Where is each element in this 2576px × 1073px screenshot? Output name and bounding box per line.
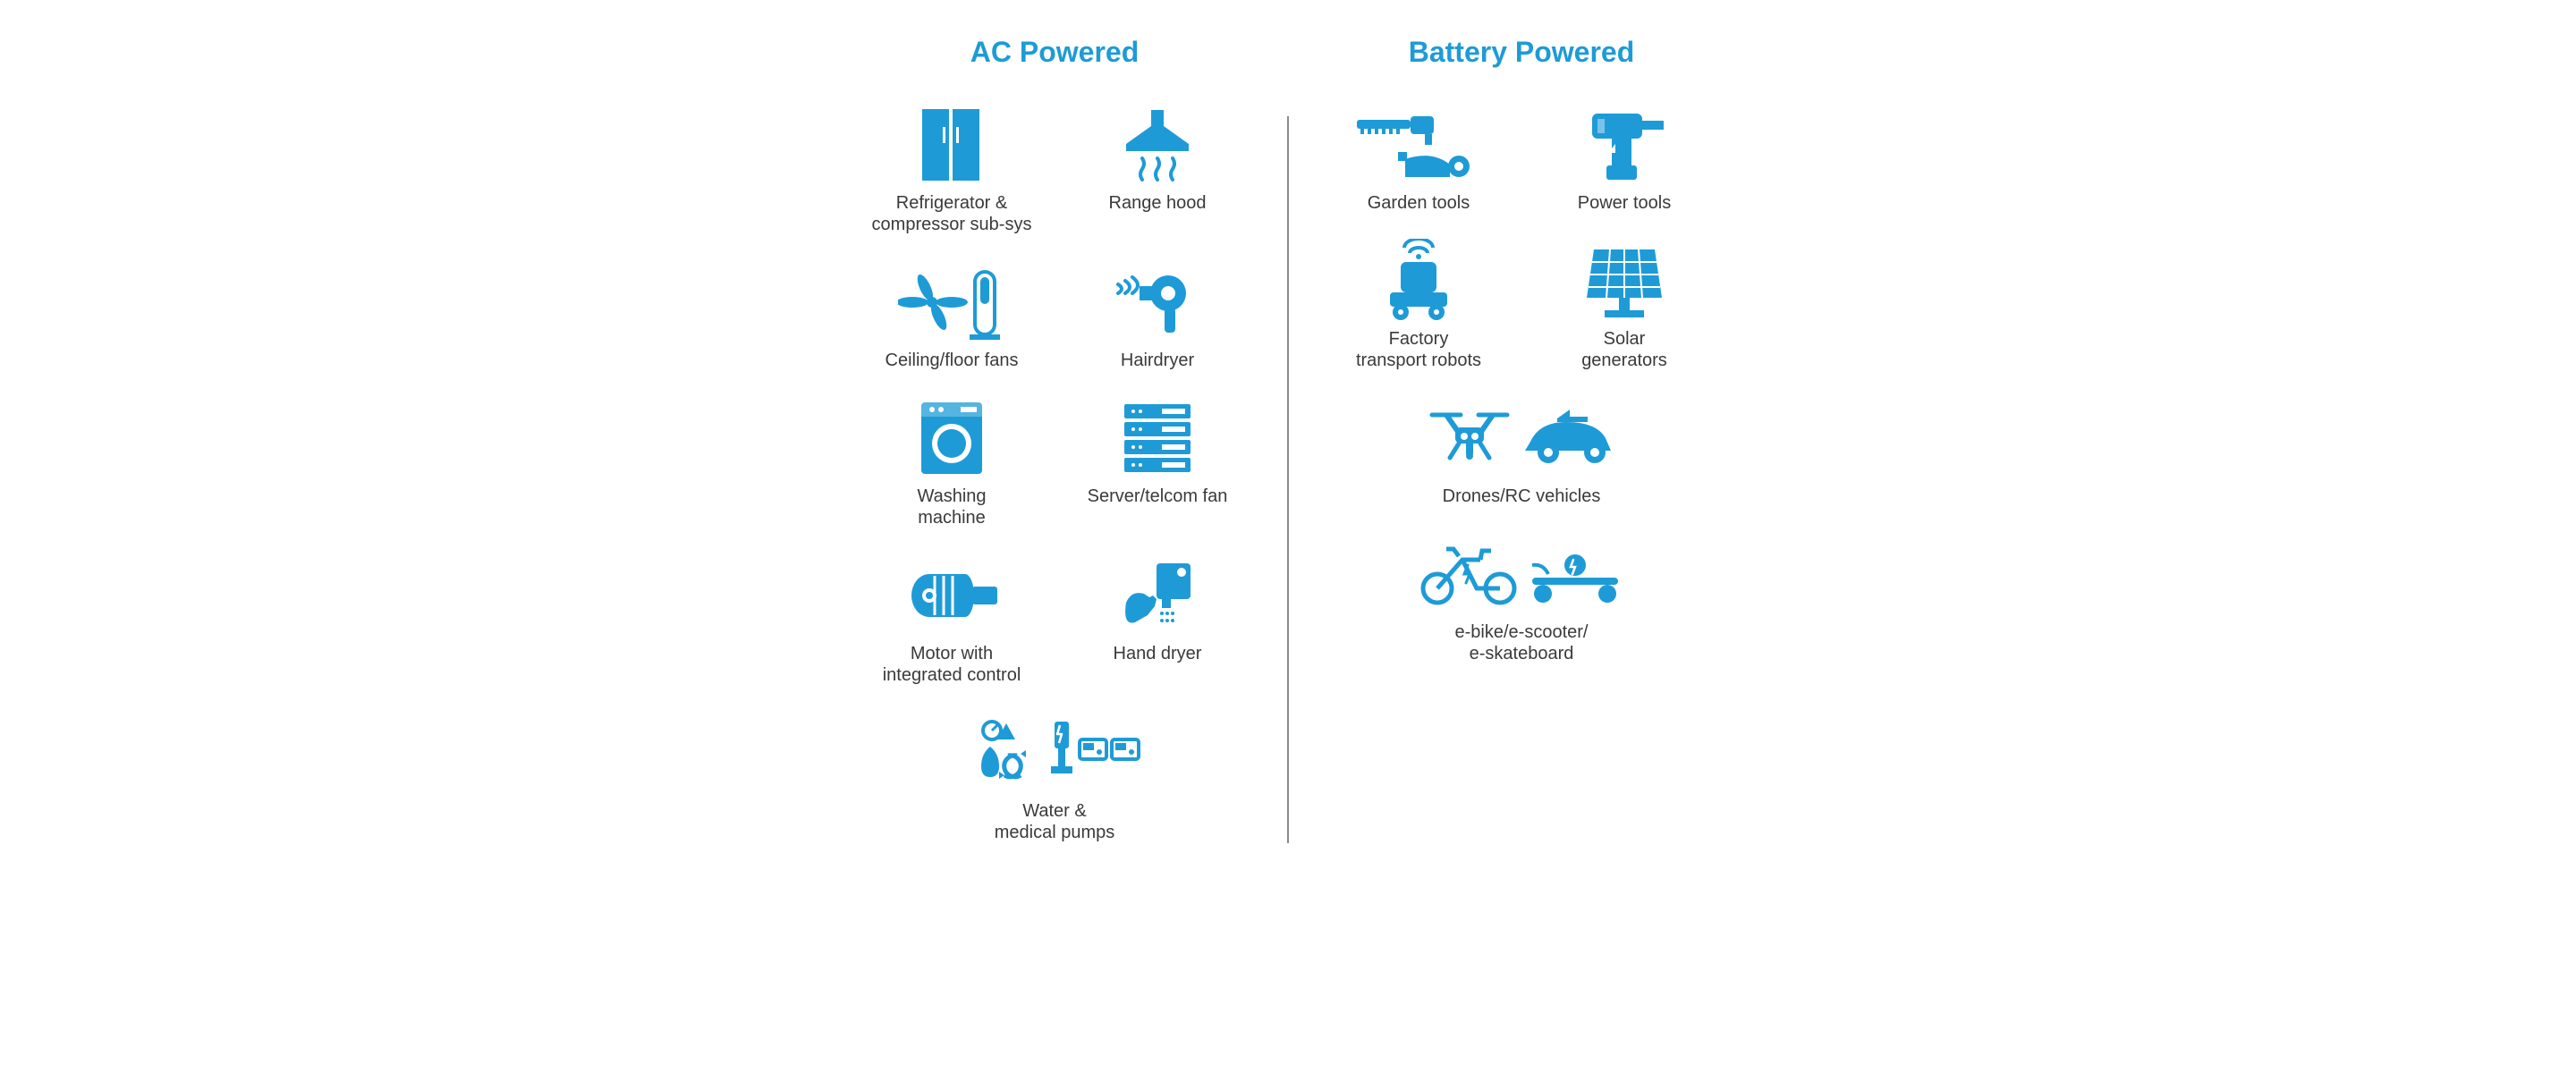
ac-section: AC Powered Refrigerator & compressor sub… bbox=[858, 36, 1251, 843]
battery-grid: Garden tools Power tools bbox=[1325, 105, 1718, 664]
drones-rc-icon bbox=[1423, 398, 1620, 478]
power-tools-icon bbox=[1571, 105, 1678, 185]
item-label: Garden tools bbox=[1368, 192, 1470, 214]
item-label: Range hood bbox=[1109, 192, 1207, 214]
section-divider bbox=[1287, 116, 1289, 843]
item-label: Water & medical pumps bbox=[995, 800, 1115, 843]
item-label: Washing machine bbox=[917, 486, 986, 528]
item-label: Refrigerator & compressor sub-sys bbox=[872, 192, 1032, 235]
hairdryer-icon bbox=[1104, 262, 1211, 342]
garden-tools-icon bbox=[1352, 105, 1486, 185]
battery-item-transport-robots: Factory transport robots bbox=[1356, 241, 1481, 371]
item-label: Motor with integrated control bbox=[883, 643, 1021, 686]
battery-item-power-tools: Power tools bbox=[1571, 105, 1678, 214]
ac-item-server-fan: Server/telcom fan bbox=[1088, 398, 1228, 528]
battery-section-title: Battery Powered bbox=[1409, 36, 1635, 69]
battery-item-e-mobility: e-bike/e-scooter/ e-skateboard bbox=[1414, 534, 1629, 664]
item-label: Power tools bbox=[1578, 192, 1672, 214]
ceiling-fan-icon bbox=[898, 262, 1005, 342]
item-label: e-bike/e-scooter/ e-skateboard bbox=[1455, 621, 1589, 664]
hand-dryer-icon bbox=[1104, 555, 1211, 636]
range-hood-icon bbox=[1104, 105, 1211, 185]
ac-item-fans: Ceiling/floor fans bbox=[886, 262, 1019, 371]
battery-section: Battery Powered bbox=[1325, 36, 1718, 843]
item-label: Server/telcom fan bbox=[1088, 486, 1228, 507]
motor-control-icon bbox=[898, 555, 1005, 636]
item-label: Factory transport robots bbox=[1356, 328, 1481, 371]
battery-item-garden-tools: Garden tools bbox=[1352, 105, 1486, 214]
item-label: Hand dryer bbox=[1114, 643, 1202, 664]
server-fan-icon bbox=[1104, 398, 1211, 478]
ac-item-hand-dryer: Hand dryer bbox=[1104, 555, 1211, 686]
ac-item-hairdryer: Hairdryer bbox=[1104, 262, 1211, 371]
solar-generator-icon bbox=[1571, 241, 1678, 321]
refrigerator-icon bbox=[898, 105, 1005, 185]
infographic-container: AC Powered Refrigerator & compressor sub… bbox=[858, 36, 1718, 843]
item-label: Drones/RC vehicles bbox=[1443, 486, 1601, 507]
ac-grid: Refrigerator & compressor sub-sys Range … bbox=[858, 105, 1251, 843]
ac-section-title: AC Powered bbox=[970, 36, 1139, 69]
ac-item-washer: Washing machine bbox=[898, 398, 1005, 528]
ac-item-pumps: Water & medical pumps bbox=[965, 713, 1144, 843]
e-mobility-icon bbox=[1414, 534, 1629, 614]
ac-item-refrigerator: Refrigerator & compressor sub-sys bbox=[872, 105, 1032, 235]
item-label: Hairdryer bbox=[1121, 350, 1194, 371]
ac-item-range-hood: Range hood bbox=[1104, 105, 1211, 235]
item-label: Solar generators bbox=[1581, 328, 1667, 371]
washing-machine-icon bbox=[898, 398, 1005, 478]
battery-item-drones-rc: Drones/RC vehicles bbox=[1423, 398, 1620, 507]
transport-robot-icon bbox=[1365, 241, 1472, 321]
item-label: Ceiling/floor fans bbox=[886, 350, 1019, 371]
battery-item-solar-gen: Solar generators bbox=[1571, 241, 1678, 371]
ac-item-motor-control: Motor with integrated control bbox=[883, 555, 1021, 686]
pumps-icon bbox=[965, 713, 1144, 793]
